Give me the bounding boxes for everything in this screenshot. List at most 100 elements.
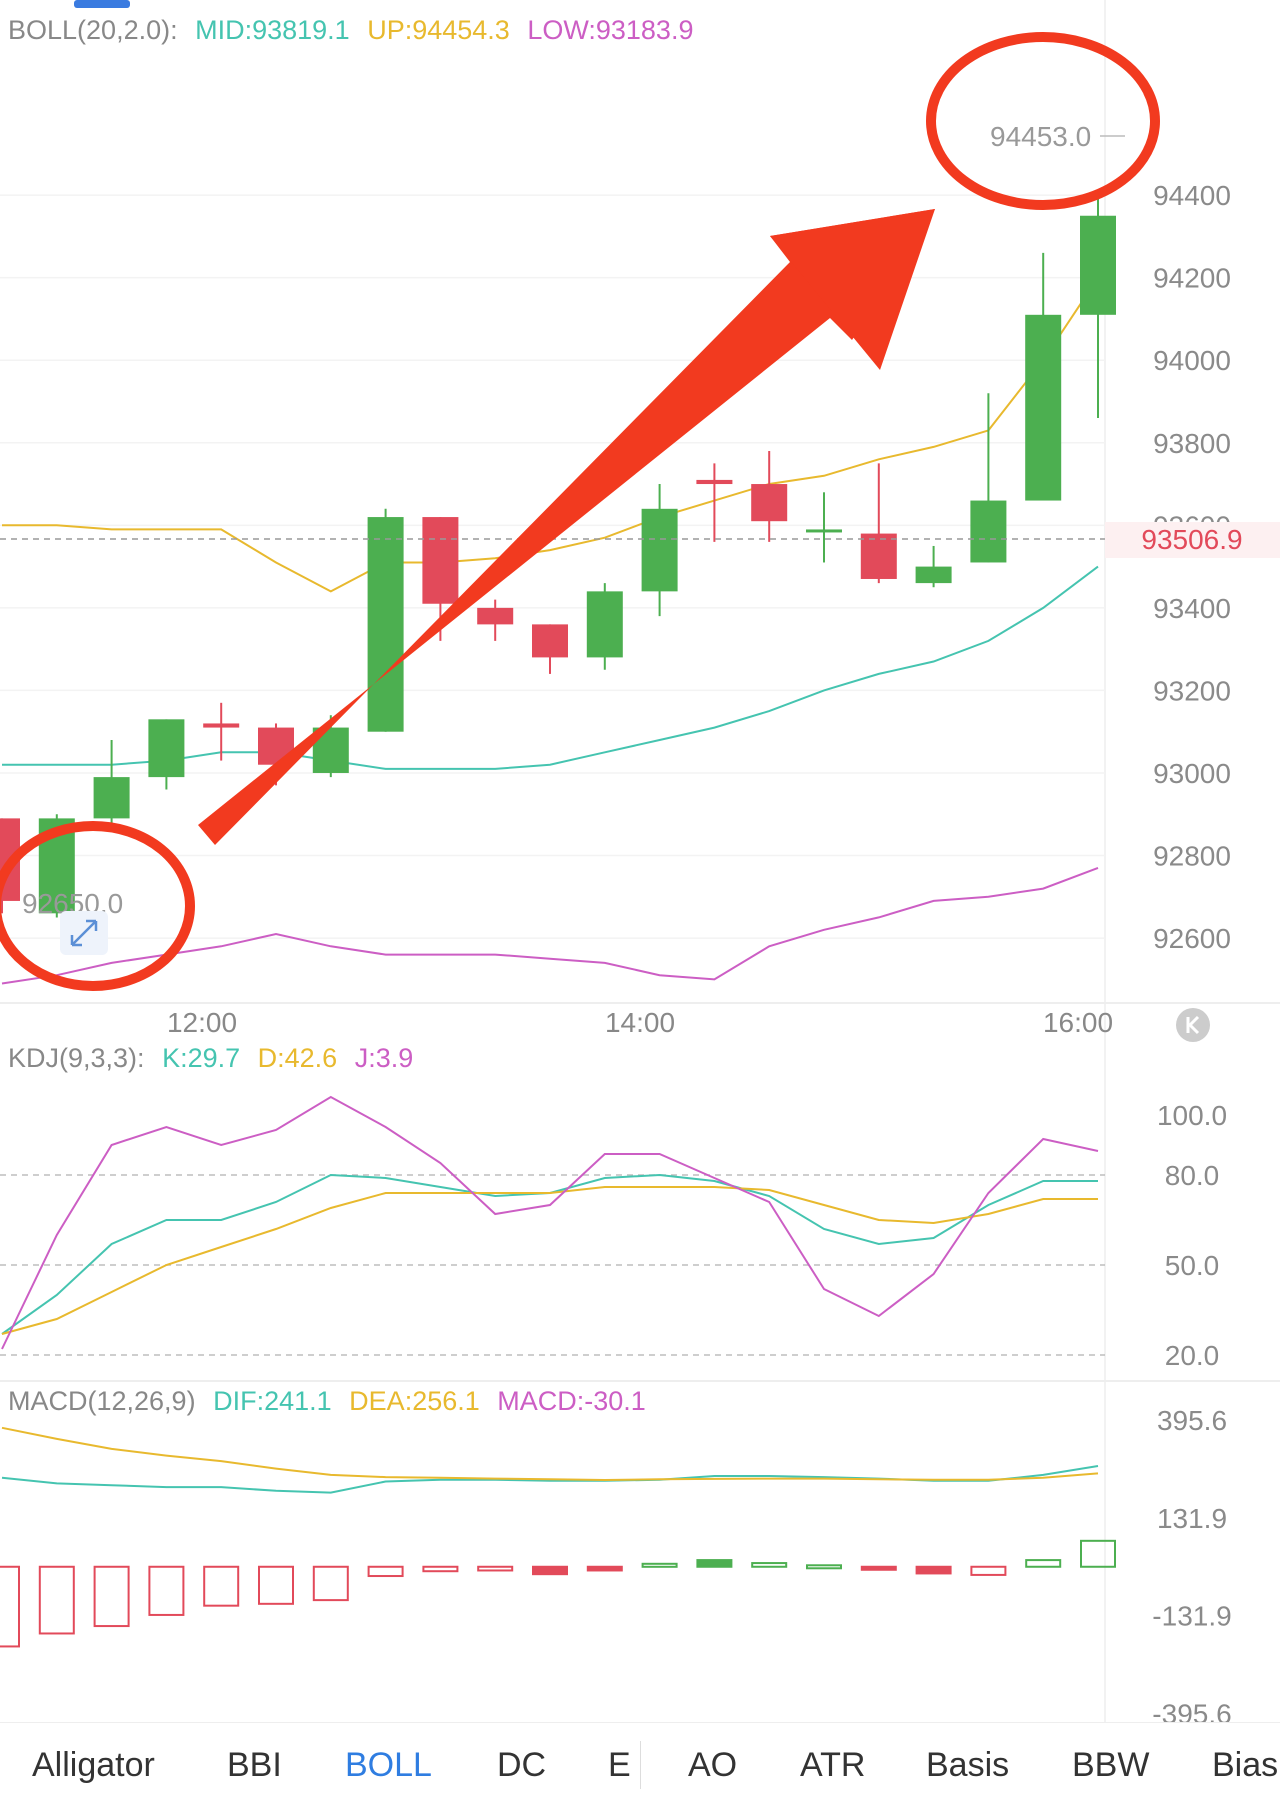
macd-histogram-value: MACD:-30.1 [497,1386,646,1416]
candle [367,508,404,732]
macd-histogram-bar [203,1565,240,1607]
macd-histogram-bar [422,1565,459,1573]
kdj-k-line [1,1173,1098,1335]
tab-bias[interactable]: Bias [1212,1746,1279,1784]
candle [696,463,733,542]
macd-histogram-bar [258,1565,294,1605]
boll-up-line [2,277,1099,593]
candle [1080,195,1116,418]
tab-basis[interactable]: Basis [926,1746,1010,1784]
y-tick-label: 93000 [1153,758,1231,789]
y-tick-label: 92600 [1153,923,1231,954]
low-annotation-circle [0,821,195,991]
x-tick-label: 16:00 [1043,1007,1113,1038]
trend-arrow [198,209,935,845]
macd-histogram-bar [586,1565,623,1572]
candle [586,583,623,670]
macd-histogram-bar [806,1564,842,1570]
kdj-k-value: K:29.7 [162,1043,240,1073]
kdj-j-line [1,1095,1099,1350]
candle [970,393,1007,563]
candle [477,599,514,641]
boll-low-line [1,866,1099,985]
kdj-j-value: J:3.9 [355,1043,414,1073]
y-tick-label: 94000 [1153,345,1231,376]
x-tick-label: 14:00 [605,1007,675,1038]
macd-histogram-bar [915,1565,952,1575]
tab-bbw[interactable]: BBW [1072,1746,1150,1784]
tab-e[interactable]: E [608,1746,631,1784]
macd-histogram-bar [641,1562,678,1568]
candle [203,702,240,761]
expand-icon[interactable] [60,911,108,955]
candle [1025,252,1062,501]
y-tick-label: 93800 [1153,428,1231,459]
boll-mid-line [2,565,1099,770]
macd-dea-value: DEA:256.1 [349,1386,480,1416]
y-tick-label: 93400 [1153,593,1231,624]
macd-y-tick-label: -131.9 [1152,1601,1231,1632]
tab-ao[interactable]: AO [688,1746,738,1784]
macd-histogram-bar [1025,1559,1062,1568]
kdj-y-tick-label: 100.0 [1157,1100,1227,1131]
y-axis-labels: 9260092800930009320093400936009380094000… [1152,180,1231,1722]
tab-alligator[interactable]: Alligator [32,1746,155,1784]
candle [641,484,678,617]
kdj-y-tick-label: 20.0 [1165,1340,1220,1371]
macd-histogram-bar [970,1565,1007,1576]
indicator-tab-bar: Alligator BBI BOLL DC E AO ATR Basis BBW… [0,1722,1280,1808]
candle [806,492,842,563]
chart-canvas: 9260092800930009320093400936009380094000… [0,0,1280,1722]
boll-bands [1,277,1099,985]
high-price-label: 94453.0 [990,121,1091,152]
trend-arrow-head [770,209,935,370]
macd-histogram-bar [751,1562,788,1568]
kdj-d-line [1,1186,1098,1335]
boll-low-value: LOW:93183.9 [527,15,693,45]
macd-dea-line [1,1426,1099,1482]
current-price-tag [1105,522,1280,558]
macd-histogram-bar [93,1565,130,1628]
tab-atr[interactable]: ATR [800,1746,866,1784]
scroll-indicator[interactable] [74,0,130,8]
macd-histogram-bar [1080,1539,1116,1568]
candle [860,463,897,584]
kdj-legend-label: KDJ(9,3,3): [8,1043,145,1073]
macd-histogram-bar [860,1565,897,1571]
macd-histogram-bar [148,1565,185,1616]
high-annotation-circle [926,32,1160,210]
y-tick-label: 94400 [1153,180,1231,211]
candles [0,195,1116,918]
macd-histogram-bar [532,1565,568,1576]
tab-divider [640,1741,641,1789]
tab-boll[interactable]: BOLL [345,1746,432,1784]
macd-y-tick-label: -395.6 [1152,1698,1231,1722]
macd-histogram-bar [38,1565,75,1635]
y-tick-label: 94200 [1153,263,1231,294]
macd-histogram-bar [477,1565,514,1572]
macd-y-tick-label: 131.9 [1157,1503,1227,1534]
kdj-legend: KDJ(9,3,3): K:29.7 D:42.6 J:3.9 [8,1043,413,1073]
tab-bbi[interactable]: BBI [227,1746,282,1784]
grid-lines [0,0,1106,1722]
macd-histogram-bar [696,1559,733,1568]
macd-legend-label: MACD(12,26,9) [8,1386,196,1416]
y-tick-label: 92800 [1153,841,1231,872]
kdj-lines [1,1095,1099,1350]
kdj-y-tick-label: 50.0 [1165,1250,1220,1281]
candle [93,739,130,831]
boll-up-value: UP:94454.3 [367,15,510,45]
macd-histogram-bar [0,1565,20,1648]
candle [148,719,185,790]
y-tick-label: 93200 [1153,675,1231,706]
tab-dc[interactable]: DC [497,1746,547,1784]
macd-dif-value: DIF:241.1 [213,1386,332,1416]
candle [532,624,568,674]
candle [751,451,788,542]
boll-mid-value: MID:93819.1 [195,15,350,45]
boll-legend-label: BOLL(20,2.0): [8,15,178,45]
kdj-d-value: D:42.6 [258,1043,338,1073]
current-price-label: 93506.9 [1141,524,1242,555]
macd-y-tick-label: 395.6 [1157,1405,1227,1436]
reset-view-icon[interactable] [1176,1008,1210,1042]
